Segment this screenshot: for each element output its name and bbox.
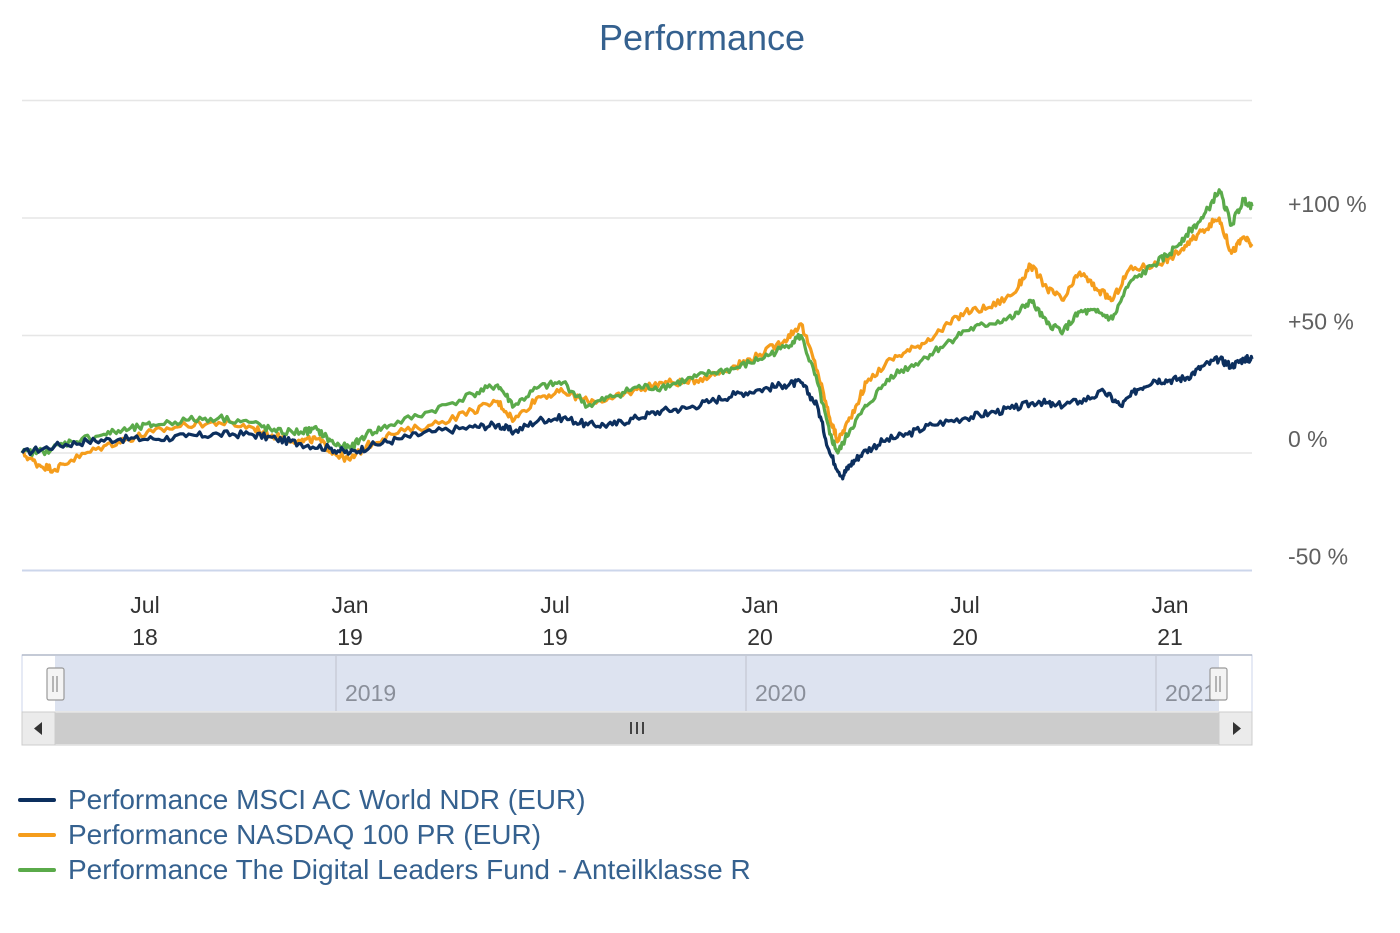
- x-tick-label-month: Jan: [741, 592, 778, 618]
- navigator-selected-range[interactable]: [55, 656, 1219, 711]
- y-axis-labels: -50 % 0 % +50 % +100 %: [1288, 191, 1367, 570]
- x-axis-labels: Jul 18 Jan 19 Jul 19 Jan 20 Jul 20 Jan 21: [130, 592, 1188, 650]
- y-tick-label: 0 %: [1288, 426, 1328, 452]
- x-tick-label-year: 20: [747, 624, 773, 650]
- navigator-year-label: 2019: [345, 680, 396, 706]
- series-line: [20, 354, 1254, 481]
- chart-title: Performance: [599, 17, 805, 58]
- navigator-year-labels: 2019 2020 2021: [335, 656, 1216, 711]
- legend-label: Performance MSCI AC World NDR (EUR): [68, 784, 586, 815]
- navigator-right-handle[interactable]: [1209, 667, 1228, 701]
- x-tick-label-month: Jan: [331, 592, 368, 618]
- legend-label: Performance NASDAQ 100 PR (EUR): [68, 819, 542, 850]
- legend-swatch: [18, 867, 56, 872]
- legend-item[interactable]: Performance The Digital Leaders Fund - A…: [18, 852, 751, 887]
- legend-swatch: [18, 832, 56, 837]
- x-tick-label-month: Jul: [540, 592, 569, 618]
- legend-item[interactable]: Performance MSCI AC World NDR (EUR): [18, 782, 751, 817]
- scroll-left-button[interactable]: [21, 711, 56, 746]
- navigator-year-label: 2020: [755, 680, 806, 706]
- x-tick-label-month: Jul: [130, 592, 159, 618]
- scrollbar[interactable]: [21, 711, 1253, 746]
- series-line: [20, 188, 1254, 457]
- x-tick-label-year: 21: [1157, 624, 1183, 650]
- x-tick-label-year: 19: [337, 624, 363, 650]
- y-tick-label: +50 %: [1288, 309, 1354, 335]
- legend-swatch: [18, 797, 56, 802]
- x-tick-label-month: Jan: [1151, 592, 1188, 618]
- navigator-year-label: 2021: [1165, 680, 1216, 706]
- y-tick-label: -50 %: [1288, 544, 1348, 570]
- navigator-left-handle[interactable]: [46, 667, 65, 701]
- series-lines: [20, 188, 1254, 481]
- x-tick-label-year: 18: [132, 624, 158, 650]
- chart-legend: Performance MSCI AC World NDR (EUR) Perfo…: [18, 782, 751, 887]
- x-tick-label-year: 19: [542, 624, 568, 650]
- grid-lines: [22, 99, 1252, 572]
- x-tick-label-month: Jul: [950, 592, 979, 618]
- scroll-right-button[interactable]: [1218, 711, 1253, 746]
- arrow-right-icon: [1233, 722, 1241, 735]
- x-tick-label-year: 20: [952, 624, 978, 650]
- arrow-left-icon: [34, 722, 42, 735]
- legend-item[interactable]: Performance NASDAQ 100 PR (EUR): [18, 817, 751, 852]
- series-line: [20, 216, 1254, 474]
- y-tick-label: +100 %: [1288, 191, 1367, 217]
- legend-label: Performance The Digital Leaders Fund - A…: [68, 854, 751, 885]
- scrollbar-grip-icon: [630, 722, 644, 734]
- range-navigator[interactable]: 2019 2020 2021: [21, 654, 1253, 713]
